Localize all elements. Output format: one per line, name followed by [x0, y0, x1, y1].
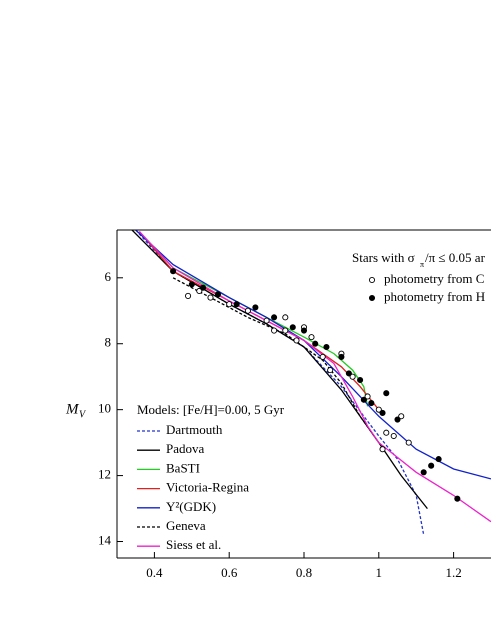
y-tick-label: 14: [98, 533, 112, 548]
star-point: [345, 370, 352, 377]
star-point: [170, 268, 177, 275]
star-point: [188, 281, 195, 288]
star-point: [263, 317, 270, 324]
y-tick-label: 12: [98, 467, 111, 482]
legend-label: Siess et al.: [166, 537, 221, 552]
star-point: [282, 327, 289, 334]
star-point: [360, 396, 367, 403]
y-tick-label: 6: [105, 269, 112, 284]
y-axis-label: M: [65, 401, 80, 417]
x-tick-label: 0.6: [221, 565, 238, 580]
star-point: [207, 294, 214, 301]
star-point: [185, 292, 192, 299]
star-point: [383, 390, 390, 397]
star-point: [271, 314, 278, 321]
star-point: [196, 287, 203, 295]
star-point: [383, 429, 390, 436]
star-point: [394, 416, 401, 423]
legend-marker: [368, 276, 376, 284]
star-point: [390, 432, 397, 440]
x-tick-label: 0.8: [296, 565, 312, 580]
legend-title: Models: [Fe/H]=0.00, 5 Gyr: [137, 402, 285, 417]
legend-title: Stars with σ: [352, 250, 415, 265]
star-point: [435, 456, 442, 463]
legend-title: /π ≤ 0.05 ar: [425, 250, 486, 265]
star-point: [379, 446, 386, 453]
star-point: [357, 376, 364, 384]
star-point: [338, 353, 345, 360]
y-axis-label-sub: V: [79, 409, 87, 420]
star-point: [349, 373, 356, 380]
plot-area: [131, 230, 491, 536]
star-point: [368, 400, 375, 407]
star-point: [293, 337, 300, 344]
legend-label: Dartmouth: [166, 422, 223, 437]
star-point: [289, 324, 296, 331]
legend-label: photometry from H: [384, 289, 485, 304]
legend-title-sub: π: [420, 260, 424, 269]
star-point: [214, 291, 222, 298]
star-point: [364, 393, 371, 400]
star-point: [226, 301, 233, 308]
star-point: [319, 353, 326, 360]
star-point: [405, 439, 412, 446]
model-line: [172, 277, 380, 443]
axes: 0.4 0.6 0.8 1 1.2 6 8 10 12 14 M V Dartmouth Padova Ba…: [65, 229, 491, 580]
legend-marker: [368, 294, 376, 302]
star-point: [454, 495, 461, 502]
star-point: [323, 343, 330, 351]
legend-label: Y²(GDK): [166, 499, 216, 514]
star-point: [282, 314, 289, 321]
star-point: [420, 469, 427, 476]
legend-label: Padova: [166, 441, 205, 456]
star-point: [308, 334, 315, 341]
y-tick-label: 8: [105, 335, 112, 350]
star-point: [398, 413, 405, 420]
star-point: [312, 340, 319, 347]
star-point: [271, 327, 278, 334]
legend-label: Victoria-Regina: [166, 480, 249, 495]
star-point: [379, 409, 386, 417]
legend-label: photometry from C: [384, 271, 484, 286]
legend-label: Geneva: [166, 518, 206, 533]
star-point: [252, 304, 259, 311]
star-point: [233, 301, 240, 308]
x-tick-label: 1.2: [445, 565, 461, 580]
star-point: [375, 406, 382, 413]
star-point: [199, 284, 207, 291]
legend-label: BaSTI: [166, 460, 200, 475]
x-tick-label: 1: [376, 565, 383, 580]
star-point: [327, 367, 334, 374]
star-point: [244, 307, 251, 314]
star-point: [428, 462, 435, 469]
star-point: [300, 327, 308, 334]
y-tick-label: 10: [98, 401, 111, 416]
x-tick-label: 0.4: [146, 565, 163, 580]
